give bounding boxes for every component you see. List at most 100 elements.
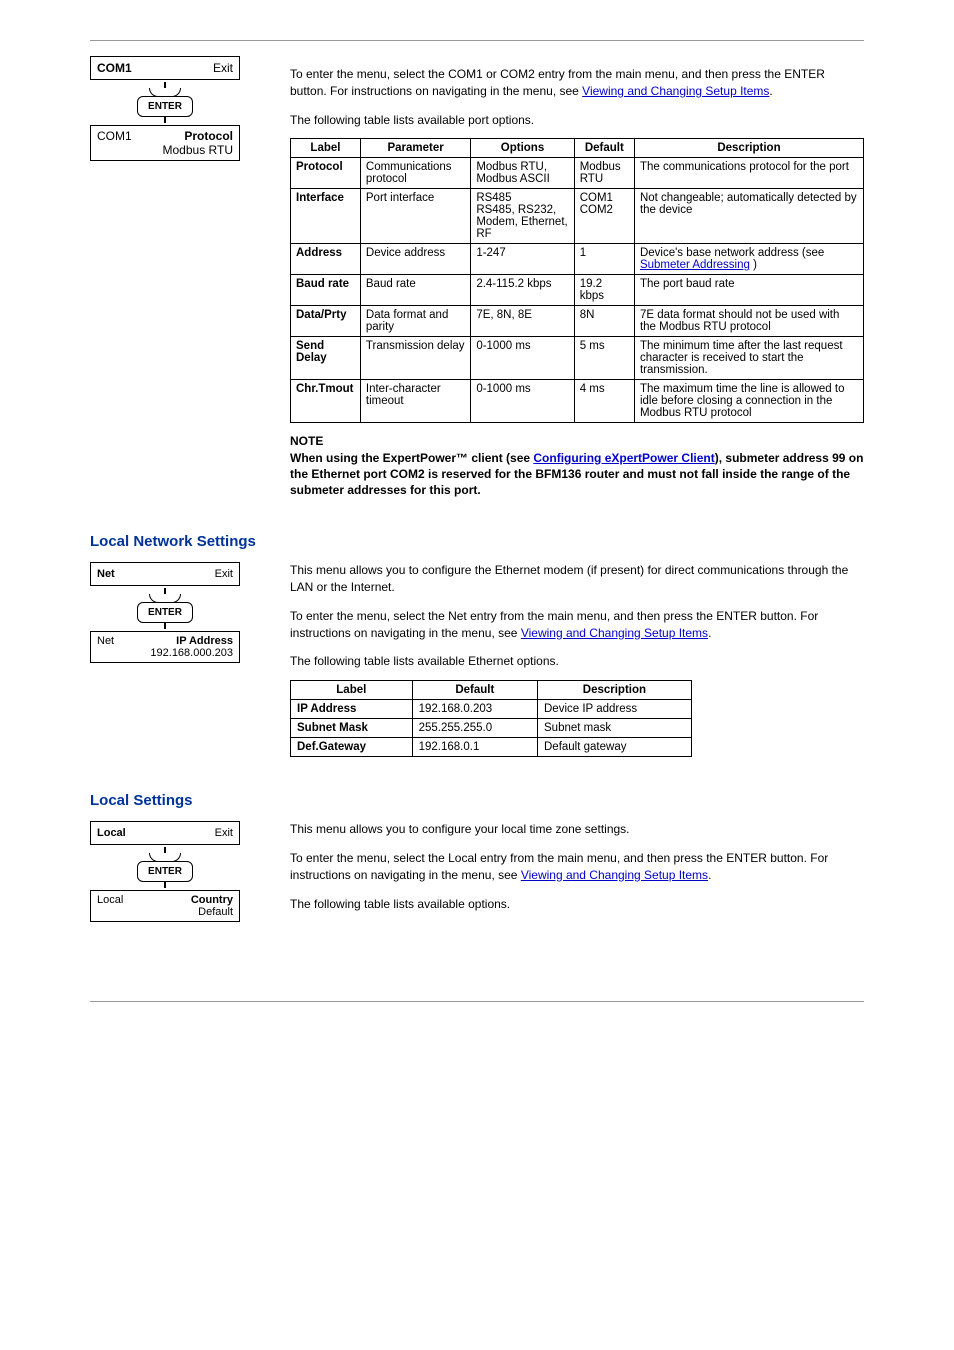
diagram-com1: COM1 Exit ENTER COM1 Protocol Modbus RTU — [90, 56, 240, 161]
table-cell: Address — [291, 244, 361, 275]
note-block: NOTE When using the ExpertPower™ client … — [290, 433, 864, 498]
table-cell: The communications protocol for the port — [634, 158, 863, 189]
th-default: Default — [574, 139, 634, 158]
table-cell: 5 ms — [574, 337, 634, 380]
table-cell: 255.255.255.0 — [412, 719, 537, 738]
main-content: To enter the menu, select the COM1 or CO… — [290, 66, 864, 498]
diag1-top-left: COM1 — [97, 61, 132, 75]
diag1-bottom-r1: Protocol — [184, 129, 233, 143]
net-intro3: The following table lists available Ethe… — [290, 653, 864, 670]
diag3-enter: ENTER — [137, 861, 193, 882]
table-cell: Data format and parity — [360, 306, 470, 337]
table-cell: Modbus RTU — [574, 158, 634, 189]
table-cell: 192.168.0.203 — [412, 700, 537, 719]
local-intro1: This menu allows you to configure your l… — [290, 821, 864, 838]
table-row: Chr.TmoutInter-character timeout0-1000 m… — [291, 380, 864, 423]
table-cell: IP Address — [291, 700, 413, 719]
th2-label: Label — [291, 681, 413, 700]
table-cell: 0-1000 ms — [471, 380, 574, 423]
th-label: Label — [291, 139, 361, 158]
table-row: ProtocolCommunications protocolModbus RT… — [291, 158, 864, 189]
table-cell: 8N — [574, 306, 634, 337]
table-row: InterfacePort interfaceRS485RS485, RS232… — [291, 189, 864, 244]
local-intro2-link[interactable]: Viewing and Changing Setup Items — [521, 868, 708, 882]
net-intro1: This menu allows you to configure the Et… — [290, 562, 864, 596]
table-cell: Interface — [291, 189, 361, 244]
section-net-title: Local Network Settings — [90, 533, 864, 550]
table-row: IP Address192.168.0.203Device IP address — [291, 700, 692, 719]
table-cell: 1 — [574, 244, 634, 275]
table-cell: 19.2 kbps — [574, 275, 634, 306]
table-cell: Device address — [360, 244, 470, 275]
table-cell: Send Delay — [291, 337, 361, 380]
table-cell: Subnet mask — [538, 719, 692, 738]
diagram-net: Net Exit ENTER Net IP Address 192.168.00… — [90, 562, 240, 663]
section-local-settings: Local Settings Local Exit ENTER Local Co… — [90, 792, 864, 961]
diag2-bottom-left: Net — [97, 635, 114, 647]
diag2-bottom-r2: 192.168.000.203 — [150, 647, 233, 659]
intro-text: To enter the menu, select the COM1 or CO… — [290, 66, 864, 100]
note-link[interactable]: Configuring eXpertPower Client — [533, 451, 714, 465]
table-cell: Port interface — [360, 189, 470, 244]
diag2-top-left: Net — [97, 568, 115, 580]
intro1-end: . — [769, 84, 772, 98]
diag2-enter: ENTER — [137, 602, 193, 623]
diag1-enter: ENTER — [137, 96, 193, 117]
note-title: NOTE — [290, 433, 864, 449]
table-cell: 0-1000 ms — [471, 337, 574, 380]
diag1-top-right: Exit — [213, 61, 233, 75]
section-local-title: Local Settings — [90, 792, 864, 809]
diag1-bottom-r2: Modbus RTU — [163, 143, 233, 157]
table-cell: Protocol — [291, 158, 361, 189]
table-row: AddressDevice address1-2471Device's base… — [291, 244, 864, 275]
table-cell: Modbus RTU, Modbus ASCII — [471, 158, 574, 189]
table-cell: The maximum time the line is allowed to … — [634, 380, 863, 423]
table-cell: 4 ms — [574, 380, 634, 423]
table-cell: RS485RS485, RS232, Modem, Ethernet, RF — [471, 189, 574, 244]
ethernet-options-table: Label Default Description IP Address192.… — [290, 680, 692, 757]
table-cell: Chr.Tmout — [291, 380, 361, 423]
diagram-local: Local Exit ENTER Local Country Default — [90, 821, 240, 922]
note-pre: When using the ExpertPower™ client (see — [290, 451, 533, 465]
table-cell: Baud rate — [291, 275, 361, 306]
submeter-addressing-link[interactable]: Submeter Addressing — [640, 259, 750, 271]
intro1-link[interactable]: Viewing and Changing Setup Items — [582, 84, 769, 98]
port-options-table: Label Parameter Options Default Descript… — [290, 138, 864, 423]
table-cell: Subnet Mask — [291, 719, 413, 738]
table-cell: Baud rate — [360, 275, 470, 306]
table-cell: Transmission delay — [360, 337, 470, 380]
th2-default: Default — [412, 681, 537, 700]
table-cell: Data/Prty — [291, 306, 361, 337]
table-cell: The minimum time after the last request … — [634, 337, 863, 380]
local-intro2-post: . — [708, 868, 711, 882]
net-intro2-link[interactable]: Viewing and Changing Setup Items — [521, 626, 708, 640]
table-cell: Communications protocol — [360, 158, 470, 189]
table-cell: 192.168.0.1 — [412, 738, 537, 757]
diag3-bottom-r1: Country — [191, 894, 233, 906]
table-cell: Device's base network address (see Subme… — [634, 244, 863, 275]
table-cell: 7E, 8N, 8E — [471, 306, 574, 337]
th-parameter: Parameter — [360, 139, 470, 158]
table-cell: The port baud rate — [634, 275, 863, 306]
diag2-bottom-r1: IP Address — [176, 635, 233, 647]
table-row: Send DelayTransmission delay0-1000 ms5 m… — [291, 337, 864, 380]
table-row: Def.Gateway192.168.0.1Default gateway — [291, 738, 692, 757]
table-cell: Inter-character timeout — [360, 380, 470, 423]
table-cell: 7E data format should not be used with t… — [634, 306, 863, 337]
table-cell: 1-247 — [471, 244, 574, 275]
table-cell: Device IP address — [538, 700, 692, 719]
section-local-network: Local Network Settings Net Exit ENTER Ne… — [90, 533, 864, 757]
diag1-bottom-left: COM1 — [97, 129, 132, 143]
local-intro3: The following table lists available opti… — [290, 896, 864, 913]
th-description: Description — [634, 139, 863, 158]
table-row: Subnet Mask255.255.255.0Subnet mask — [291, 719, 692, 738]
table-cell: 2.4-115.2 kbps — [471, 275, 574, 306]
diag3-top-left: Local — [97, 827, 126, 839]
table-row: Baud rateBaud rate2.4-115.2 kbps19.2 kbp… — [291, 275, 864, 306]
table-cell: Def.Gateway — [291, 738, 413, 757]
diag2-top-right: Exit — [215, 568, 233, 580]
diag3-top-right: Exit — [215, 827, 233, 839]
th-options: Options — [471, 139, 574, 158]
table-cell: COM1COM2 — [574, 189, 634, 244]
top-rule — [90, 40, 864, 41]
